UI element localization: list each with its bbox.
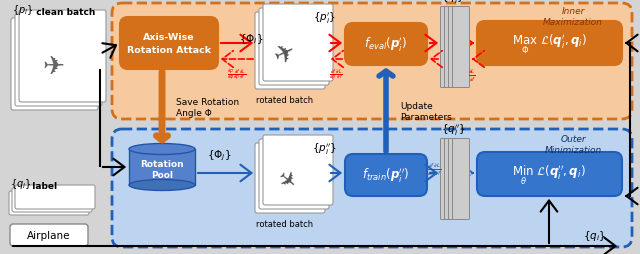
Text: Rotation
Pool: Rotation Pool bbox=[140, 159, 184, 179]
FancyBboxPatch shape bbox=[11, 19, 98, 110]
FancyBboxPatch shape bbox=[345, 24, 427, 66]
Text: $\frac{\partial f}{\partial p}\frac{\partial L}{\partial f}$: $\frac{\partial f}{\partial p}\frac{\par… bbox=[329, 68, 343, 83]
FancyBboxPatch shape bbox=[452, 7, 470, 88]
Text: Outer
Minimization: Outer Minimization bbox=[545, 134, 602, 154]
Text: $f_{eval}(\boldsymbol{p}^\prime_i)$: $f_{eval}(\boldsymbol{p}^\prime_i)$ bbox=[364, 36, 408, 54]
Text: $\underset{\theta}{\mathrm{Min}}\ \mathcal{L}(\boldsymbol{q}^{\prime\prime}_i,\b: $\underset{\theta}{\mathrm{Min}}\ \mathc… bbox=[512, 163, 586, 186]
FancyBboxPatch shape bbox=[259, 139, 329, 209]
FancyBboxPatch shape bbox=[440, 139, 458, 220]
FancyBboxPatch shape bbox=[19, 11, 106, 103]
FancyBboxPatch shape bbox=[440, 7, 458, 88]
FancyBboxPatch shape bbox=[477, 152, 622, 196]
FancyBboxPatch shape bbox=[259, 9, 329, 86]
Text: $\{\Phi_j\}$: $\{\Phi_j\}$ bbox=[207, 148, 232, 163]
Text: $\frac{\partial p}{\partial\phi}\frac{\partial f}{\partial p}\frac{\partial L}{\: $\frac{\partial p}{\partial\phi}\frac{\p… bbox=[227, 68, 247, 83]
FancyBboxPatch shape bbox=[449, 139, 465, 220]
FancyBboxPatch shape bbox=[120, 18, 218, 70]
Polygon shape bbox=[129, 149, 195, 185]
Ellipse shape bbox=[129, 180, 195, 191]
Text: $\underset{\Phi}{\mathrm{Max}}\ \mathcal{L}(\boldsymbol{q}^\prime_i,\boldsymbol{: $\underset{\Phi}{\mathrm{Max}}\ \mathcal… bbox=[511, 32, 586, 55]
Text: clean batch: clean batch bbox=[30, 8, 95, 17]
Text: Airplane: Airplane bbox=[28, 230, 71, 240]
FancyBboxPatch shape bbox=[112, 130, 632, 247]
Text: $\{\Phi_i\}$: $\{\Phi_i\}$ bbox=[239, 32, 264, 46]
FancyBboxPatch shape bbox=[445, 7, 461, 88]
Text: $\frac{\partial f}{\partial\theta}\frac{\partial L}{\partial f}$: $\frac{\partial f}{\partial\theta}\frac{… bbox=[428, 161, 443, 178]
FancyBboxPatch shape bbox=[255, 144, 325, 213]
FancyBboxPatch shape bbox=[445, 139, 461, 220]
FancyBboxPatch shape bbox=[9, 191, 89, 215]
FancyBboxPatch shape bbox=[15, 185, 95, 209]
Text: ✈: ✈ bbox=[43, 54, 65, 80]
Text: rotated batch: rotated batch bbox=[257, 219, 314, 228]
Text: $\{p^{\prime\prime}_i\}$: $\{p^{\prime\prime}_i\}$ bbox=[312, 141, 338, 157]
Text: Update
Parameters: Update Parameters bbox=[400, 101, 452, 122]
Text: $\{q^\prime_i\}$: $\{q^\prime_i\}$ bbox=[441, 0, 464, 6]
Text: $\{q_i\}$: $\{q_i\}$ bbox=[582, 228, 605, 242]
FancyBboxPatch shape bbox=[452, 139, 470, 220]
Text: $\{p_i\}$: $\{p_i\}$ bbox=[12, 3, 34, 17]
FancyBboxPatch shape bbox=[112, 4, 632, 120]
FancyBboxPatch shape bbox=[263, 135, 333, 205]
Text: ✈: ✈ bbox=[271, 39, 300, 69]
Text: $\{p^\prime_i\}$: $\{p^\prime_i\}$ bbox=[314, 11, 337, 26]
FancyBboxPatch shape bbox=[345, 154, 427, 196]
FancyBboxPatch shape bbox=[477, 22, 622, 66]
FancyBboxPatch shape bbox=[449, 7, 465, 88]
Text: Axis-Wise
Rotation Attack: Axis-Wise Rotation Attack bbox=[127, 33, 211, 55]
FancyBboxPatch shape bbox=[255, 13, 325, 90]
Text: $\{q^{\prime\prime}_i\}$: $\{q^{\prime\prime}_i\}$ bbox=[441, 122, 467, 137]
FancyBboxPatch shape bbox=[263, 5, 333, 82]
Text: label: label bbox=[26, 181, 57, 190]
Text: $\{q_i\}$: $\{q_i\}$ bbox=[10, 176, 31, 190]
Text: $\frac{\partial L}{\partial f}$: $\frac{\partial L}{\partial f}$ bbox=[468, 68, 476, 84]
Text: Save Rotation
Angle Φ: Save Rotation Angle Φ bbox=[176, 97, 239, 118]
Ellipse shape bbox=[129, 144, 195, 155]
Text: ✈: ✈ bbox=[271, 168, 299, 195]
FancyBboxPatch shape bbox=[10, 224, 88, 246]
Text: rotated batch: rotated batch bbox=[257, 96, 314, 105]
Text: Inner
Maximization: Inner Maximization bbox=[543, 7, 603, 27]
Text: $f_{train}(\boldsymbol{p}^{\prime\prime}_i)$: $f_{train}(\boldsymbol{p}^{\prime\prime}… bbox=[362, 166, 410, 184]
FancyBboxPatch shape bbox=[12, 188, 92, 212]
FancyBboxPatch shape bbox=[15, 15, 102, 107]
